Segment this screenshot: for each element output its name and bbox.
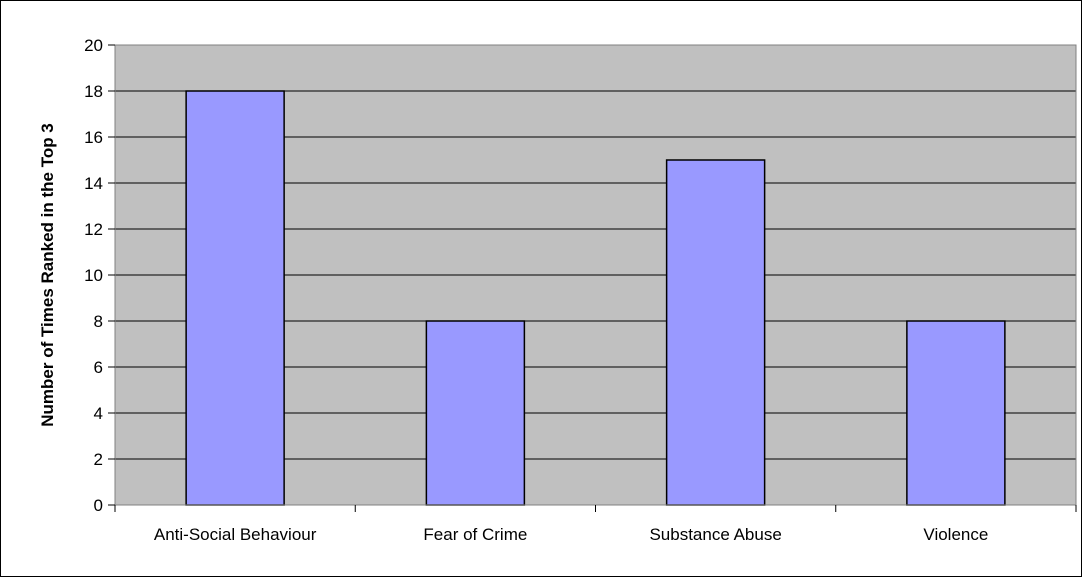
y-tick-label: 4 <box>94 404 103 423</box>
bar-violence <box>906 320 1006 506</box>
y-tick-label: 16 <box>84 128 103 147</box>
y-tick-label: 6 <box>94 358 103 377</box>
y-axis-label: Number of Times Ranked in the Top 3 <box>38 123 57 427</box>
y-tick-label: 12 <box>84 220 103 239</box>
bar-substance-abuse <box>665 159 766 506</box>
x-tick-label: Substance Abuse <box>649 525 781 544</box>
y-tick-labels: 0 2 4 6 8 10 12 14 16 18 20 <box>84 36 115 515</box>
y-tick-label: 10 <box>84 266 103 285</box>
x-tick-label: Fear of Crime <box>423 525 527 544</box>
y-tick-label: 18 <box>84 82 103 101</box>
y-tick-label: 2 <box>94 450 103 469</box>
x-tick-label: Violence <box>923 525 988 544</box>
bar-anti-social-behaviour <box>185 90 285 506</box>
x-tick-label: Anti-Social Behaviour <box>154 525 317 544</box>
y-tick-label: 8 <box>94 312 103 331</box>
y-tick-label: 0 <box>94 496 103 515</box>
x-tick-labels: Anti-Social Behaviour Fear of Crime Substa… <box>114 505 1077 544</box>
y-tick-label: 14 <box>84 174 103 193</box>
y-tick-label: 20 <box>84 36 103 55</box>
bars <box>185 90 1006 506</box>
bar-fear-of-crime <box>425 320 526 506</box>
